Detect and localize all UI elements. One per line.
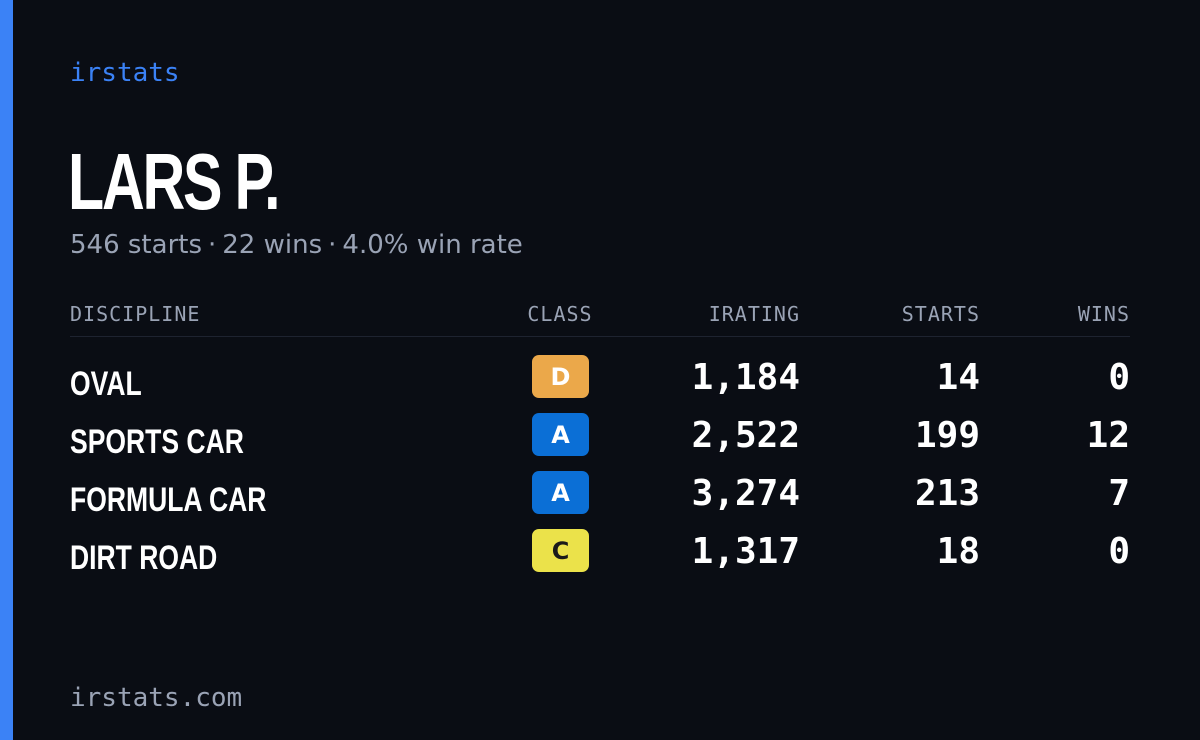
brand-logo-text: irstats: [70, 58, 180, 88]
table-row: DIRT ROAD C 1,317 18 0: [70, 527, 1130, 585]
wins-value: 0: [1108, 357, 1130, 398]
irating-value: 2,522: [691, 415, 800, 456]
driver-name: LARS P.: [68, 137, 281, 226]
header-class: CLASS: [527, 302, 593, 326]
footer-url: irstats.com: [70, 683, 243, 713]
irating-value: 3,274: [691, 473, 800, 514]
table-row: SPORTS CAR A 2,522 199 12: [70, 411, 1130, 469]
header-starts: STARTS: [901, 302, 980, 326]
wins-value: 7: [1108, 473, 1130, 514]
discipline-name: SPORTS CAR: [70, 423, 244, 461]
irating-value: 1,317: [691, 531, 800, 572]
discipline-name: FORMULA CAR: [70, 481, 267, 519]
table-row: FORMULA CAR A 3,274 213 7: [70, 469, 1130, 527]
discipline-name: DIRT ROAD: [70, 539, 218, 577]
license-class-badge: C: [532, 529, 589, 572]
accent-bar: [0, 0, 13, 740]
header-wins: WINS: [1077, 302, 1130, 326]
wins-summary: 22 wins: [222, 230, 323, 260]
starts-value: 14: [936, 357, 980, 398]
license-class-badge: A: [532, 413, 589, 456]
wins-value: 0: [1108, 531, 1130, 572]
starts-value: 18: [936, 531, 980, 572]
starts-value: 199: [914, 415, 980, 456]
starts-summary: 546 starts: [70, 230, 202, 260]
stats-table: DISCIPLINE CLASS IRATING STARTS WINS OVA…: [70, 296, 1130, 585]
irating-value: 1,184: [691, 357, 800, 398]
separator-dot: ·: [208, 230, 217, 260]
win-rate-summary: 4.0% win rate: [342, 230, 523, 260]
separator-dot: ·: [328, 230, 337, 260]
discipline-name: OVAL: [70, 365, 142, 403]
table-body: OVAL D 1,184 14 0 SPORTS CAR A 2,522 199…: [70, 337, 1130, 585]
driver-summary: 546 starts · 22 wins · 4.0% win rate: [70, 228, 523, 262]
starts-value: 213: [914, 473, 980, 514]
wins-value: 12: [1086, 415, 1130, 456]
license-class-badge: A: [532, 471, 589, 514]
header-irating: IRATING: [708, 302, 800, 326]
table-header: DISCIPLINE CLASS IRATING STARTS WINS: [70, 296, 1130, 337]
table-row: OVAL D 1,184 14 0: [70, 353, 1130, 411]
license-class-badge: D: [532, 355, 589, 398]
header-discipline: DISCIPLINE: [70, 302, 201, 326]
